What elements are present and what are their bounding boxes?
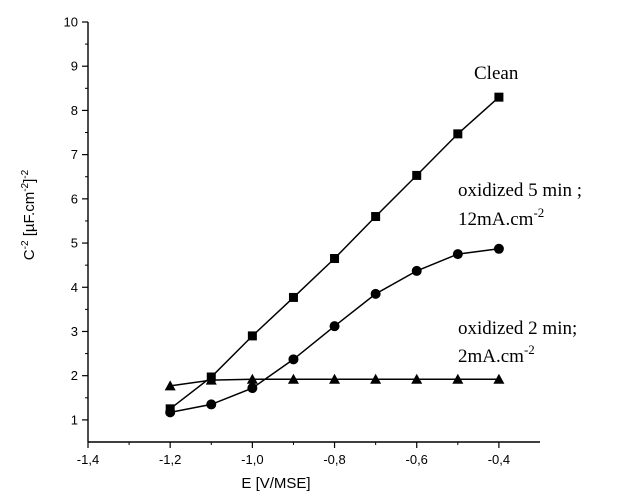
series-triangle bbox=[164, 373, 505, 391]
annotation-oxidized-5min-line1: oxidized 5 min ; bbox=[458, 180, 582, 201]
triangle-marker bbox=[452, 373, 464, 384]
annotation-oxidized-2min-line2: 2mA.cm-2 bbox=[458, 342, 535, 367]
circle-marker bbox=[411, 265, 422, 276]
circle-marker bbox=[493, 243, 504, 254]
y-tick-label: 8 bbox=[71, 103, 78, 118]
square-marker bbox=[453, 129, 463, 139]
triangle-marker bbox=[164, 380, 176, 391]
x-tick-label: -0,6 bbox=[406, 452, 428, 467]
y-tick-label: 6 bbox=[71, 191, 78, 206]
x-tick-label: -1,4 bbox=[77, 452, 99, 467]
x-tick-label: -0,8 bbox=[323, 452, 345, 467]
y-tick-label: 2 bbox=[71, 368, 78, 383]
circle-marker bbox=[288, 354, 299, 365]
annotation-oxidized-2min-unit: 2mA.cm bbox=[458, 346, 524, 367]
square-marker bbox=[330, 254, 340, 264]
circle-marker bbox=[370, 288, 381, 299]
square-marker bbox=[288, 292, 298, 302]
square-marker bbox=[247, 331, 257, 341]
series-square bbox=[165, 92, 504, 414]
y-ticks: 1 2 3 4 5 6 7 8 9 10 bbox=[64, 15, 88, 427]
y-tick-label: 7 bbox=[71, 147, 78, 162]
series-line-square bbox=[169, 96, 500, 410]
square-marker bbox=[494, 92, 504, 102]
x-ticks: -1,4 -1,2 -1,0 -0,8 -0,6 -0,4 bbox=[77, 442, 510, 467]
annotation-oxidized-2min-sup: -2 bbox=[524, 342, 535, 357]
y-tick-label: 1 bbox=[71, 412, 78, 427]
x-tick-label: -0,4 bbox=[488, 452, 510, 467]
y-axis-title-sup2: -2 bbox=[20, 182, 31, 191]
y-tick-label: 3 bbox=[71, 324, 78, 339]
y-axis-title-end: ] bbox=[21, 179, 38, 183]
annotation-oxidized-2min-line1: oxidized 2 min; bbox=[458, 318, 577, 339]
y-axis-title-sup3: -2 bbox=[20, 169, 31, 178]
triangle-marker bbox=[205, 374, 217, 385]
annotation-clean: Clean bbox=[474, 63, 519, 84]
circle-marker bbox=[329, 321, 340, 332]
x-tick-label: -1,2 bbox=[159, 452, 181, 467]
y-axis-title-sup1: -2 bbox=[20, 240, 31, 249]
triangle-marker bbox=[370, 373, 382, 384]
y-tick-label: 5 bbox=[71, 236, 78, 251]
triangle-marker bbox=[411, 373, 423, 384]
y-tick-label: 4 bbox=[71, 280, 78, 295]
triangle-marker bbox=[329, 373, 341, 384]
annotation-oxidized-5min-sup: -2 bbox=[533, 205, 544, 220]
y-tick-label: 9 bbox=[71, 59, 78, 74]
square-marker bbox=[412, 170, 422, 180]
square-marker bbox=[371, 212, 381, 222]
x-tick-label: -1,0 bbox=[241, 452, 263, 467]
triangle-marker bbox=[246, 373, 258, 384]
triangle-marker bbox=[493, 373, 505, 384]
y-axis-title: C-2 [µF.cm-2]-2 bbox=[20, 169, 38, 260]
annotation-oxidized-5min-unit: 12mA.cm bbox=[458, 209, 534, 230]
circle-marker bbox=[165, 407, 176, 418]
series-circle bbox=[165, 243, 504, 418]
circle-marker bbox=[247, 383, 258, 394]
series-group bbox=[164, 92, 505, 418]
circle-marker bbox=[452, 249, 463, 260]
x-axis-title: E [V/MSE] bbox=[241, 475, 310, 492]
circle-marker bbox=[206, 399, 217, 410]
y-tick-label: 10 bbox=[64, 15, 78, 30]
triangle-marker bbox=[287, 373, 299, 384]
y-axis-title-mid: [µF.cm bbox=[21, 192, 38, 241]
axes bbox=[87, 22, 540, 443]
annotation-oxidized-5min-line2: 12mA.cm-2 bbox=[458, 205, 544, 230]
y-axis-title-base: C bbox=[21, 249, 38, 260]
